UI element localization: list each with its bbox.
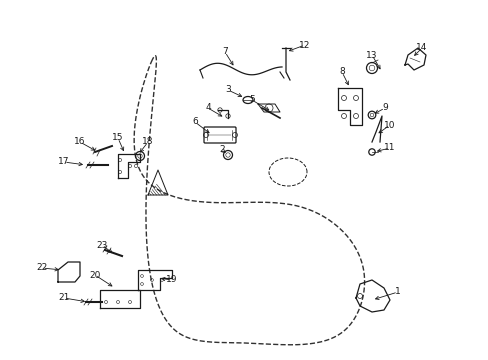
Text: 4: 4 [205,104,210,112]
Text: 18: 18 [142,138,153,147]
Text: 12: 12 [299,40,310,49]
Text: 1: 1 [394,288,400,297]
Text: 5: 5 [248,95,254,104]
Text: 15: 15 [112,134,123,143]
Text: 7: 7 [222,48,227,57]
Text: 10: 10 [384,121,395,130]
Text: 21: 21 [58,293,70,302]
Text: 6: 6 [192,117,198,126]
Text: 16: 16 [74,138,85,147]
Text: 11: 11 [384,144,395,153]
Text: 13: 13 [366,50,377,59]
Text: 14: 14 [415,44,427,53]
Text: 9: 9 [381,104,387,112]
Text: 3: 3 [224,85,230,94]
Text: 8: 8 [339,68,344,77]
Text: 20: 20 [89,270,101,279]
Text: 23: 23 [96,240,107,249]
Text: 22: 22 [36,264,47,273]
Text: 19: 19 [166,275,177,284]
Text: 2: 2 [219,145,224,154]
Text: 17: 17 [58,158,70,166]
